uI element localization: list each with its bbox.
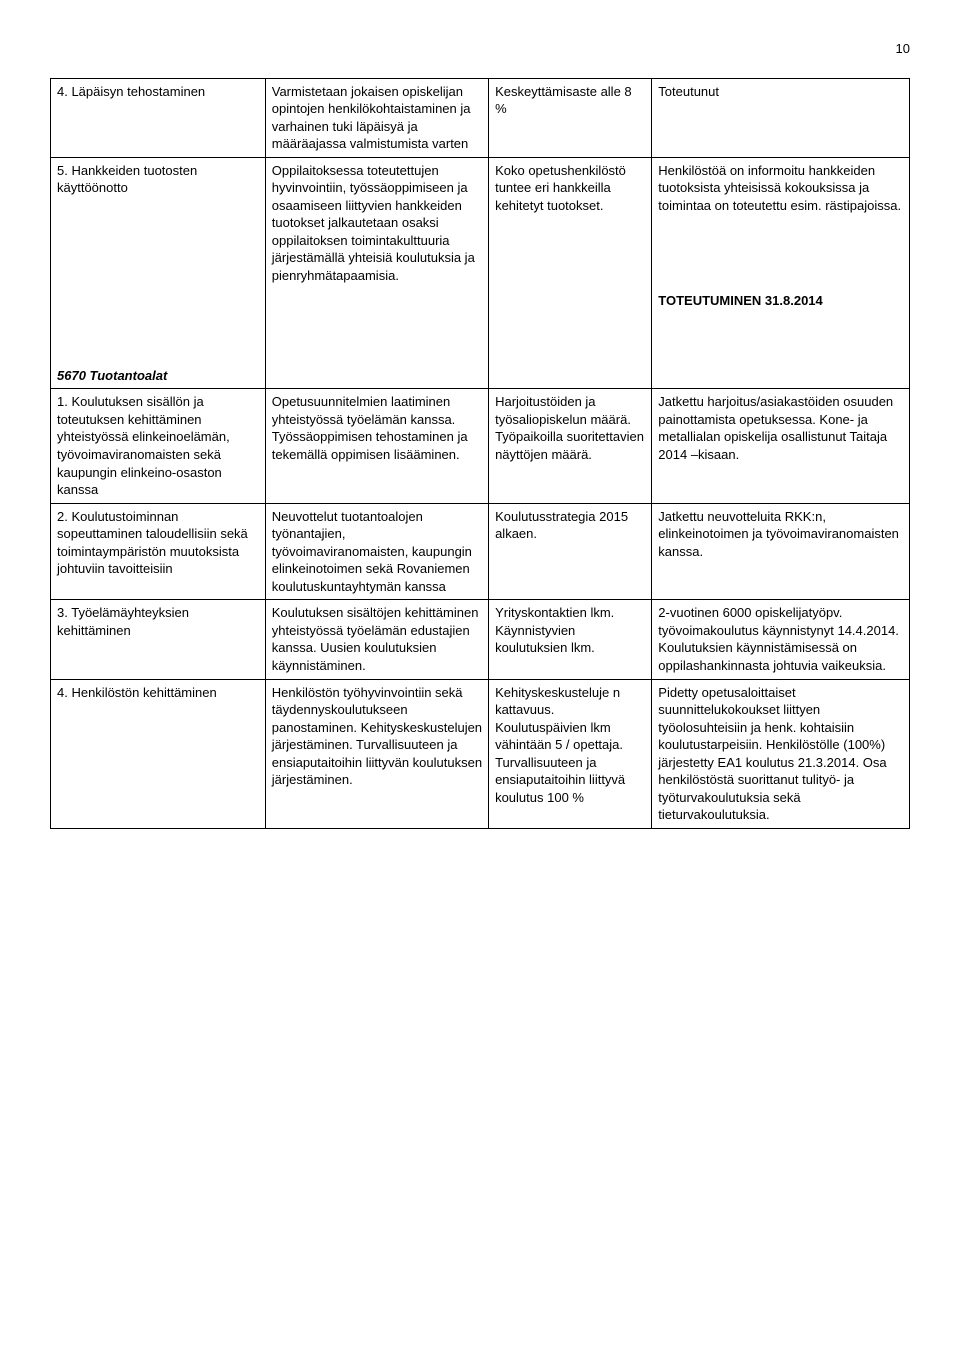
cell: 2-vuotinen 6000 opiskelijatyöpv. työvoim… — [652, 600, 910, 679]
cell: Kehityskeskusteluje n kattavuus. Koulutu… — [489, 679, 652, 828]
cell: Koko opetushenkilöstö tuntee eri hankkei… — [489, 157, 652, 389]
table-row: 2. Koulutustoiminnan sopeuttaminen talou… — [51, 503, 910, 600]
cell: 2. Koulutustoiminnan sopeuttaminen talou… — [51, 503, 266, 600]
cell: Henkilöstöä on informoitu hankkeiden tuo… — [652, 157, 910, 389]
cell-text-bottom: TOTEUTUMINEN 31.8.2014 — [658, 292, 903, 310]
cell: Henkilöstön työhyvinvointiin sekä täyden… — [265, 679, 488, 828]
cell: Jatkettu neuvotteluita RKK:n, elinkeinot… — [652, 503, 910, 600]
cell: Jatkettu harjoitus/asiakastöiden osuuden… — [652, 389, 910, 503]
cell: 4. Henkilöstön kehittäminen — [51, 679, 266, 828]
cell: 4. Läpäisyn tehostaminen — [51, 78, 266, 157]
table-row: 5. Hankkeiden tuotosten käyttöönotto 567… — [51, 157, 910, 389]
table-row: 1. Koulutuksen sisällön ja toteutuksen k… — [51, 389, 910, 503]
cell: Toteutunut — [652, 78, 910, 157]
cell: Neuvottelut tuotantoalojen työnantajien,… — [265, 503, 488, 600]
cell: Koulutusstrategia 2015 alkaen. — [489, 503, 652, 600]
cell: Koulutuksen sisältöjen kehittäminen yhte… — [265, 600, 488, 679]
table-row: 4. Läpäisyn tehostaminen Varmistetaan jo… — [51, 78, 910, 157]
cell: Harjoitustöiden ja työsaliopiskelun määr… — [489, 389, 652, 503]
cell: 3. Työelämäyhteyksien kehittäminen — [51, 600, 266, 679]
document-table: 4. Läpäisyn tehostaminen Varmistetaan jo… — [50, 78, 910, 829]
cell: Varmistetaan jokaisen opiskelijan opinto… — [265, 78, 488, 157]
cell: Oppilaitoksessa toteutettujen hyvinvoint… — [265, 157, 488, 389]
cell-text-top: Henkilöstöä on informoitu hankkeiden tuo… — [658, 162, 903, 215]
cell: Pidetty opetusaloittaiset suunnittelukok… — [652, 679, 910, 828]
section-heading: 5670 Tuotantoalat — [57, 367, 259, 385]
cell: 1. Koulutuksen sisällön ja toteutuksen k… — [51, 389, 266, 503]
cell-text-top: 5. Hankkeiden tuotosten käyttöönotto — [57, 162, 259, 197]
cell: Keskeyttämisaste alle 8 % — [489, 78, 652, 157]
table-row: 3. Työelämäyhteyksien kehittäminen Koulu… — [51, 600, 910, 679]
table-row: 4. Henkilöstön kehittäminen Henkilöstön … — [51, 679, 910, 828]
cell: Opetusuunnitelmien laatiminen yhteistyös… — [265, 389, 488, 503]
cell: 5. Hankkeiden tuotosten käyttöönotto 567… — [51, 157, 266, 389]
cell: Yrityskontaktien lkm. Käynnistyvien koul… — [489, 600, 652, 679]
page-number: 10 — [50, 40, 910, 58]
